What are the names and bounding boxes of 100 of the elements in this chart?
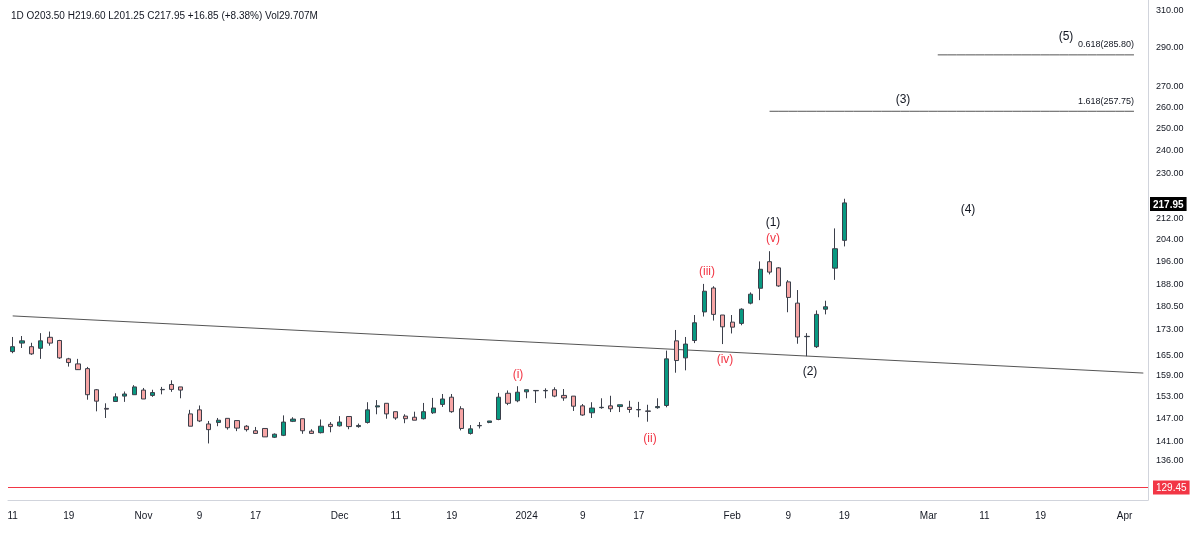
candlestick — [524, 389, 529, 399]
candlestick — [832, 227, 838, 281]
candlestick — [515, 385, 520, 403]
candlestick — [337, 415, 342, 428]
candlestick — [842, 198, 847, 247]
candlestick — [431, 397, 436, 415]
candlestick — [309, 428, 314, 435]
candlestick — [225, 417, 230, 431]
y-tick-label: 230.00 — [1156, 168, 1184, 179]
candlestick — [10, 336, 15, 354]
candlestick — [216, 417, 221, 427]
annotation: (iv) — [716, 352, 734, 366]
candlestick — [244, 424, 249, 433]
candlestick — [262, 427, 268, 438]
candlestick — [627, 400, 632, 414]
candlestick — [702, 283, 707, 318]
candlestick — [720, 314, 725, 345]
candlestick — [113, 392, 118, 403]
candlestick — [318, 418, 324, 434]
series-label: 0.618(285.80) — [1077, 39, 1134, 50]
candlestick — [47, 331, 53, 347]
candlestick — [272, 432, 277, 439]
candlestick — [328, 421, 333, 433]
candlestick — [188, 409, 193, 427]
x-tick-label: 19 — [63, 509, 75, 521]
y-tick-label: 188.00 — [1156, 278, 1184, 289]
candlestick — [206, 420, 211, 444]
y-tick-label: 290.00 — [1156, 41, 1184, 52]
y-tick-label: 250.00 — [1156, 122, 1184, 133]
candlestick — [674, 329, 679, 374]
x-tick-label: 9 — [579, 509, 586, 521]
candlestick — [75, 358, 81, 371]
candlestick — [346, 415, 352, 430]
candlestick — [823, 300, 828, 315]
candlestick — [132, 384, 137, 396]
candlestick — [543, 387, 548, 399]
candlestick — [748, 291, 753, 305]
candlestick — [459, 405, 464, 431]
candlestick — [122, 391, 127, 403]
candlestick — [449, 393, 454, 414]
candlestick — [421, 402, 426, 420]
candlestick — [683, 336, 688, 371]
candlestick — [468, 424, 473, 436]
y-tick-label: 212.00 — [1156, 213, 1184, 223]
x-tick-label: 19 — [446, 509, 458, 521]
candlestick — [589, 401, 595, 419]
candlestick — [655, 397, 660, 410]
x-tick-label: 9 — [196, 509, 203, 521]
candlestick — [66, 357, 71, 368]
candlestick — [141, 387, 146, 400]
x-tick-label: 9 — [785, 509, 792, 521]
candlestick — [403, 413, 408, 424]
y-tick-label: 204.00 — [1156, 234, 1184, 245]
candlestick — [711, 285, 716, 322]
candlestick — [104, 402, 109, 419]
y-tick-label: 159.00 — [1156, 370, 1184, 381]
candlestick — [552, 386, 557, 398]
text: 1D O203.50 H219.60 L201.25 C217.95 +16.85 (+8.38%) Vol29.707M — [11, 9, 318, 21]
x-tick-label: Mar — [919, 509, 938, 521]
annotation: (3) — [895, 92, 911, 106]
candlestick — [19, 335, 25, 349]
candlestick — [356, 423, 361, 429]
y-tick-label: 260.00 — [1156, 101, 1184, 112]
candlestick — [290, 416, 296, 423]
y-tick-label: 136.00 — [1156, 455, 1184, 466]
y-tick-label: 270.00 — [1156, 80, 1184, 91]
candlestick — [150, 389, 155, 398]
candlestick — [178, 386, 183, 399]
candlestick — [496, 392, 501, 421]
x-tick-label: 11 — [979, 509, 991, 521]
x-tick-label: 2024 — [515, 509, 539, 521]
candlestick — [300, 418, 305, 435]
y-tick-label: 147.00 — [1156, 412, 1184, 423]
x-tick-label: 11 — [7, 509, 19, 521]
series-label: 1.618(257.75) — [1077, 95, 1134, 106]
annotation: (v) — [766, 231, 780, 245]
y-tick-label: 196.00 — [1156, 255, 1184, 266]
annotation: (5) — [1058, 29, 1074, 43]
x-tick-label: 17 — [633, 509, 645, 521]
candlestick — [505, 389, 511, 406]
y-tick-label: 141.00 — [1156, 435, 1184, 446]
annotation: (i) — [512, 367, 524, 381]
candlestick — [85, 366, 90, 401]
candlestick — [487, 420, 492, 424]
candlestick — [739, 307, 744, 326]
candlestick — [571, 395, 576, 412]
candlestick — [645, 404, 651, 423]
candlestick — [814, 309, 819, 349]
x-tick-label: Apr — [1116, 509, 1134, 521]
candlestick — [440, 393, 445, 408]
annotation: (2) — [802, 364, 818, 378]
annotation: (1) — [765, 215, 781, 229]
candlestick — [160, 386, 165, 395]
candlestick — [580, 403, 585, 417]
candlestick — [767, 250, 772, 275]
x-tick-label: 11 — [390, 509, 402, 521]
y-tick-label: 180.50 — [1156, 300, 1184, 311]
candlestick — [561, 388, 567, 402]
x-tick-label: Dec — [330, 509, 349, 521]
y-tick-label: 153.00 — [1156, 391, 1184, 402]
